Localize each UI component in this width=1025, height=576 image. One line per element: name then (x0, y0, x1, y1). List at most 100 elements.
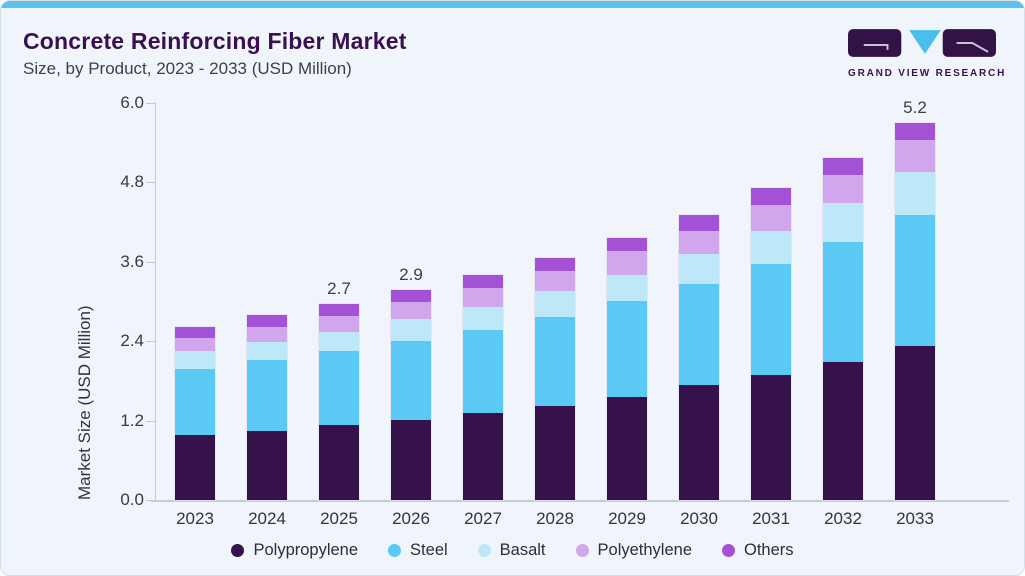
bar-value-label-2033: 5.2 (903, 98, 927, 118)
y-tick-mark (146, 103, 155, 104)
segment-polyethylene-2027 (463, 287, 503, 308)
segment-steel-2030 (679, 283, 719, 386)
segment-polypropylene-2025 (319, 425, 359, 500)
x-axis-label-2031: 2031 (752, 509, 790, 528)
legend-item-polypropylene: Polypropylene (231, 541, 358, 560)
bar-stack-2023 (174, 325, 216, 502)
segment-polyethylene-2032 (823, 174, 863, 203)
segment-polypropylene-2031 (751, 375, 791, 500)
legend-dot-basalt (477, 543, 491, 557)
legend-label: Basalt (499, 540, 546, 559)
segment-polyethylene-2031 (751, 204, 791, 232)
bar-column-2033: 5.2 2033 (879, 98, 951, 528)
bar-column-2023: 2023 (159, 103, 231, 528)
bar-column-2026: 2.9 2026 (375, 103, 447, 528)
bar-stack-2027 (462, 274, 504, 501)
y-tick-label: 6.0 (120, 93, 144, 112)
x-axis-label-2029: 2029 (608, 509, 646, 528)
segment-polyethylene-2026 (391, 302, 431, 319)
segment-polypropylene-2026 (391, 420, 431, 500)
segment-others-2024 (247, 315, 287, 327)
segment-polyethylene-2029 (607, 251, 647, 275)
segment-steel-2023 (175, 368, 215, 436)
x-axis-label-2025: 2025 (320, 509, 358, 528)
y-tick-mark (146, 420, 155, 422)
gvr-logo-icon (848, 29, 996, 57)
y-tick-mark (146, 500, 155, 501)
bar-stack-2025 (318, 303, 360, 501)
segment-others-2026 (391, 289, 431, 303)
bar-column-2032: 2032 (807, 103, 879, 528)
y-tick-label: 3.6 (120, 251, 144, 271)
segment-steel-2028 (535, 316, 575, 406)
segment-others-2023 (175, 326, 215, 338)
x-axis-label-2032: 2032 (824, 509, 862, 528)
bar-stack-2026 (390, 288, 432, 502)
segment-basalt-2033 (895, 171, 935, 216)
x-axis-label-2028: 2028 (536, 509, 574, 528)
segment-polyethylene-2025 (319, 315, 359, 332)
segment-polyethylene-2023 (175, 337, 215, 352)
segment-steel-2033 (895, 215, 935, 346)
legend-item-polyethylene: Polyethylene (575, 540, 692, 560)
page-subtitle: Size, by Product, 2023 - 2033 (USD Milli… (23, 59, 352, 78)
bar-stack-2029 (606, 236, 648, 502)
legend-dot-steel (388, 543, 402, 557)
x-axis-label-2030: 2030 (680, 509, 718, 528)
bar-column-2024: 2024 (231, 103, 303, 528)
bar-value-label-2025: 2.7 (327, 279, 351, 299)
segment-polypropylene-2029 (607, 397, 647, 500)
segment-basalt-2031 (751, 231, 791, 265)
bar-column-2030: 2030 (663, 103, 735, 528)
legend-dot-polyethylene (575, 543, 589, 557)
y-tick-mark (146, 182, 155, 184)
segment-steel-2029 (607, 301, 647, 398)
gvr-logo: GRAND VIEW RESEARCH (848, 27, 1004, 79)
segment-others-2030 (679, 215, 719, 232)
segment-polypropylene-2023 (175, 435, 215, 500)
segment-steel-2024 (247, 360, 287, 432)
segment-others-2029 (607, 237, 647, 252)
segment-steel-2031 (751, 264, 791, 376)
legend: Polypropylene Steel Basalt Polyethylene Othe… (1, 536, 1024, 564)
bar-column-2029: 2029 (591, 103, 663, 528)
x-axis-label-2027: 2027 (464, 509, 502, 528)
segment-polypropylene-2024 (247, 431, 287, 500)
legend-label: Others (744, 540, 794, 559)
y-tick-label: 1.2 (120, 410, 144, 430)
segment-polyethylene-2033 (895, 140, 935, 172)
x-axis-baseline (151, 500, 1009, 502)
segment-basalt-2026 (391, 318, 431, 342)
legend-label: Polypropylene (253, 540, 359, 559)
segment-polypropylene-2032 (823, 362, 863, 500)
segment-polypropylene-2033 (895, 345, 935, 500)
bar-column-2028: 2028 (519, 103, 591, 528)
page-title: Concrete Reinforcing Fiber Market (23, 28, 407, 54)
bar-stack-2030 (678, 214, 720, 501)
y-axis-title: Market Size (USD Million) (75, 305, 94, 500)
segment-basalt-2028 (535, 291, 575, 317)
segment-basalt-2029 (607, 274, 647, 302)
segment-others-2028 (535, 257, 575, 271)
segment-steel-2027 (463, 329, 503, 413)
bar-column-2027: 2027 (447, 103, 519, 528)
segment-basalt-2032 (823, 202, 863, 242)
segment-steel-2032 (823, 241, 863, 363)
y-axis-line (155, 102, 156, 501)
segment-others-2033 (895, 123, 935, 141)
bar-stack-2024 (246, 314, 288, 501)
segment-steel-2026 (391, 341, 431, 421)
segment-polypropylene-2027 (463, 413, 503, 500)
y-axis-tick-marks (146, 103, 155, 501)
legend-label: Polyethylene (597, 540, 692, 559)
y-tick-mark (146, 261, 155, 263)
bar-stack-2033 (894, 122, 936, 501)
y-tick-label: 2.4 (120, 331, 144, 351)
x-axis-label-2026: 2026 (392, 509, 430, 528)
segment-others-2027 (463, 275, 503, 288)
segment-basalt-2023 (175, 351, 215, 369)
segment-polyethylene-2028 (535, 270, 575, 292)
bar-value-label-2026: 2.9 (399, 264, 423, 284)
segment-steel-2025 (319, 350, 359, 426)
segment-polyethylene-2024 (247, 326, 287, 342)
